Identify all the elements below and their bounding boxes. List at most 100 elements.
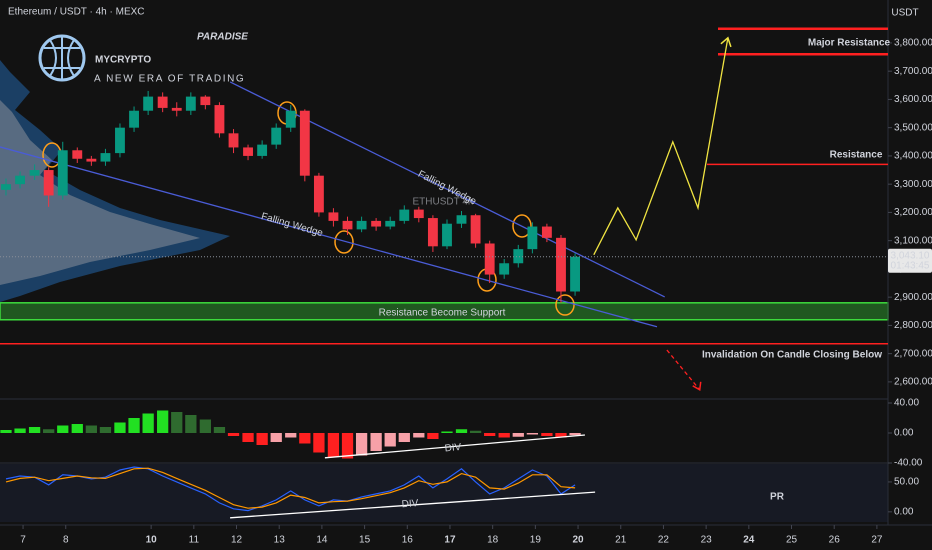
countdown: 01:43:45 bbox=[891, 260, 930, 271]
wedge-lower bbox=[0, 146, 658, 328]
candle-body bbox=[100, 153, 111, 162]
x-tick-label: 26 bbox=[829, 535, 841, 546]
histogram-bar bbox=[484, 433, 496, 436]
histogram-bar bbox=[199, 419, 211, 433]
histogram-bar bbox=[355, 433, 368, 456]
histogram-bar bbox=[541, 433, 553, 436]
x-tick-label: 25 bbox=[786, 535, 798, 546]
candle-body bbox=[456, 215, 467, 224]
highlight-circle bbox=[555, 294, 575, 316]
candle-body bbox=[43, 170, 54, 196]
logo: MYCRYPTO PARADISE A NEW ERA OF TRADING bbox=[38, 32, 248, 85]
candle-body bbox=[15, 175, 25, 185]
oscillator-line bbox=[5, 467, 576, 509]
candle-body bbox=[470, 215, 481, 244]
histogram-bar bbox=[555, 433, 567, 438]
logo-grid bbox=[44, 36, 80, 80]
candle-body bbox=[143, 96, 154, 111]
invalidation-arrow bbox=[666, 349, 701, 391]
x-tick-label: 14 bbox=[316, 535, 328, 546]
candle-body bbox=[570, 256, 580, 292]
y-tick-label: 3,800.00 bbox=[894, 38, 932, 49]
histogram-bar bbox=[14, 428, 26, 433]
histogram-bar bbox=[398, 433, 410, 442]
histogram-bar bbox=[469, 430, 482, 433]
candle-body bbox=[228, 133, 239, 148]
x-tick-label: 23 bbox=[701, 535, 713, 546]
divergence-label: DIV bbox=[444, 442, 462, 455]
divergence-label: DIV bbox=[401, 498, 419, 510]
candle-body bbox=[499, 263, 510, 275]
watermark: ETHUSDT 4h bbox=[413, 197, 474, 208]
y-tick-label: 3,300.00 bbox=[894, 179, 932, 190]
candle-body bbox=[541, 226, 552, 238]
histogram-bar bbox=[0, 430, 12, 433]
projection bbox=[593, 37, 729, 256]
histogram-bar bbox=[498, 433, 510, 438]
candle-body bbox=[484, 243, 495, 275]
candle-body bbox=[385, 220, 396, 227]
candle-body bbox=[328, 212, 339, 221]
histogram-bar bbox=[313, 433, 325, 453]
x-tick-label: 19 bbox=[530, 535, 542, 546]
candle-body bbox=[399, 209, 410, 221]
projection-arrowhead bbox=[720, 36, 732, 48]
histogram-bar bbox=[285, 433, 297, 438]
y-tick-label: 3,600.00 bbox=[894, 94, 932, 105]
candle-body bbox=[371, 220, 382, 227]
volume-profile-value-area bbox=[0, 100, 200, 285]
y-tick-label: 3,100.00 bbox=[894, 235, 932, 246]
candle-body bbox=[214, 105, 225, 134]
candle-body bbox=[185, 96, 196, 111]
badge: PR bbox=[770, 492, 785, 503]
major-resistance-label: Major Resistance bbox=[808, 38, 891, 49]
x-tick-label: 22 bbox=[658, 535, 670, 546]
candle-body bbox=[243, 147, 253, 156]
histogram-bar bbox=[114, 422, 126, 433]
histogram-bar bbox=[57, 425, 69, 433]
x-tick-label: 18 bbox=[487, 535, 499, 546]
y-tick-label: 0.00 bbox=[894, 428, 914, 439]
support-zone-label: Resistance Become Support bbox=[379, 308, 506, 319]
x-tick-label: 8 bbox=[63, 535, 69, 546]
histogram-bar bbox=[157, 410, 169, 433]
histogram-bar bbox=[28, 427, 41, 433]
histogram-bar bbox=[99, 427, 112, 433]
histogram-bar bbox=[43, 429, 55, 433]
y-tick-label: 0.00 bbox=[894, 506, 914, 517]
histogram-bar bbox=[171, 412, 183, 433]
y-tick-label: 2,700.00 bbox=[894, 348, 932, 359]
last-price-label: 3,043.10 bbox=[891, 250, 930, 261]
histogram-bar bbox=[327, 433, 340, 457]
y-tick-label: 3,200.00 bbox=[894, 207, 932, 218]
divergence-line bbox=[230, 491, 596, 519]
x-tick-label: 13 bbox=[274, 535, 286, 546]
logo-tag: PARADISE bbox=[197, 32, 248, 43]
histogram-bar bbox=[227, 433, 240, 436]
histogram-bar bbox=[512, 433, 524, 437]
x-tick-label: 15 bbox=[359, 535, 371, 546]
histogram-bar bbox=[455, 429, 468, 433]
candle-body bbox=[513, 249, 524, 264]
symbol-header: Ethereum / USDT · 4h · MEXC bbox=[8, 7, 145, 18]
highlight-circle bbox=[512, 214, 532, 238]
histogram-bar bbox=[427, 433, 439, 439]
x-tick-label: 24 bbox=[743, 535, 755, 546]
invalidation-label: Invalidation On Candle Closing Below bbox=[702, 350, 882, 361]
candle-body bbox=[299, 110, 310, 176]
candle-body bbox=[342, 220, 353, 230]
candle-body bbox=[29, 170, 40, 176]
candle-body bbox=[57, 150, 68, 196]
logo-name: MYCRYPTO bbox=[95, 55, 151, 66]
histogram-bar bbox=[256, 433, 268, 445]
candle-body bbox=[171, 107, 182, 111]
y-tick-label: 2,800.00 bbox=[894, 320, 932, 331]
candle-body bbox=[257, 144, 268, 156]
y-tick-label: 3,500.00 bbox=[894, 122, 932, 133]
y-tick-label: 40.00 bbox=[894, 398, 919, 409]
candle-body bbox=[356, 220, 367, 230]
candle-body bbox=[313, 175, 324, 213]
x-tick-label: 10 bbox=[146, 535, 158, 546]
y-tick-label: 3,400.00 bbox=[894, 151, 932, 162]
y-tick-label: 2,600.00 bbox=[894, 377, 932, 388]
